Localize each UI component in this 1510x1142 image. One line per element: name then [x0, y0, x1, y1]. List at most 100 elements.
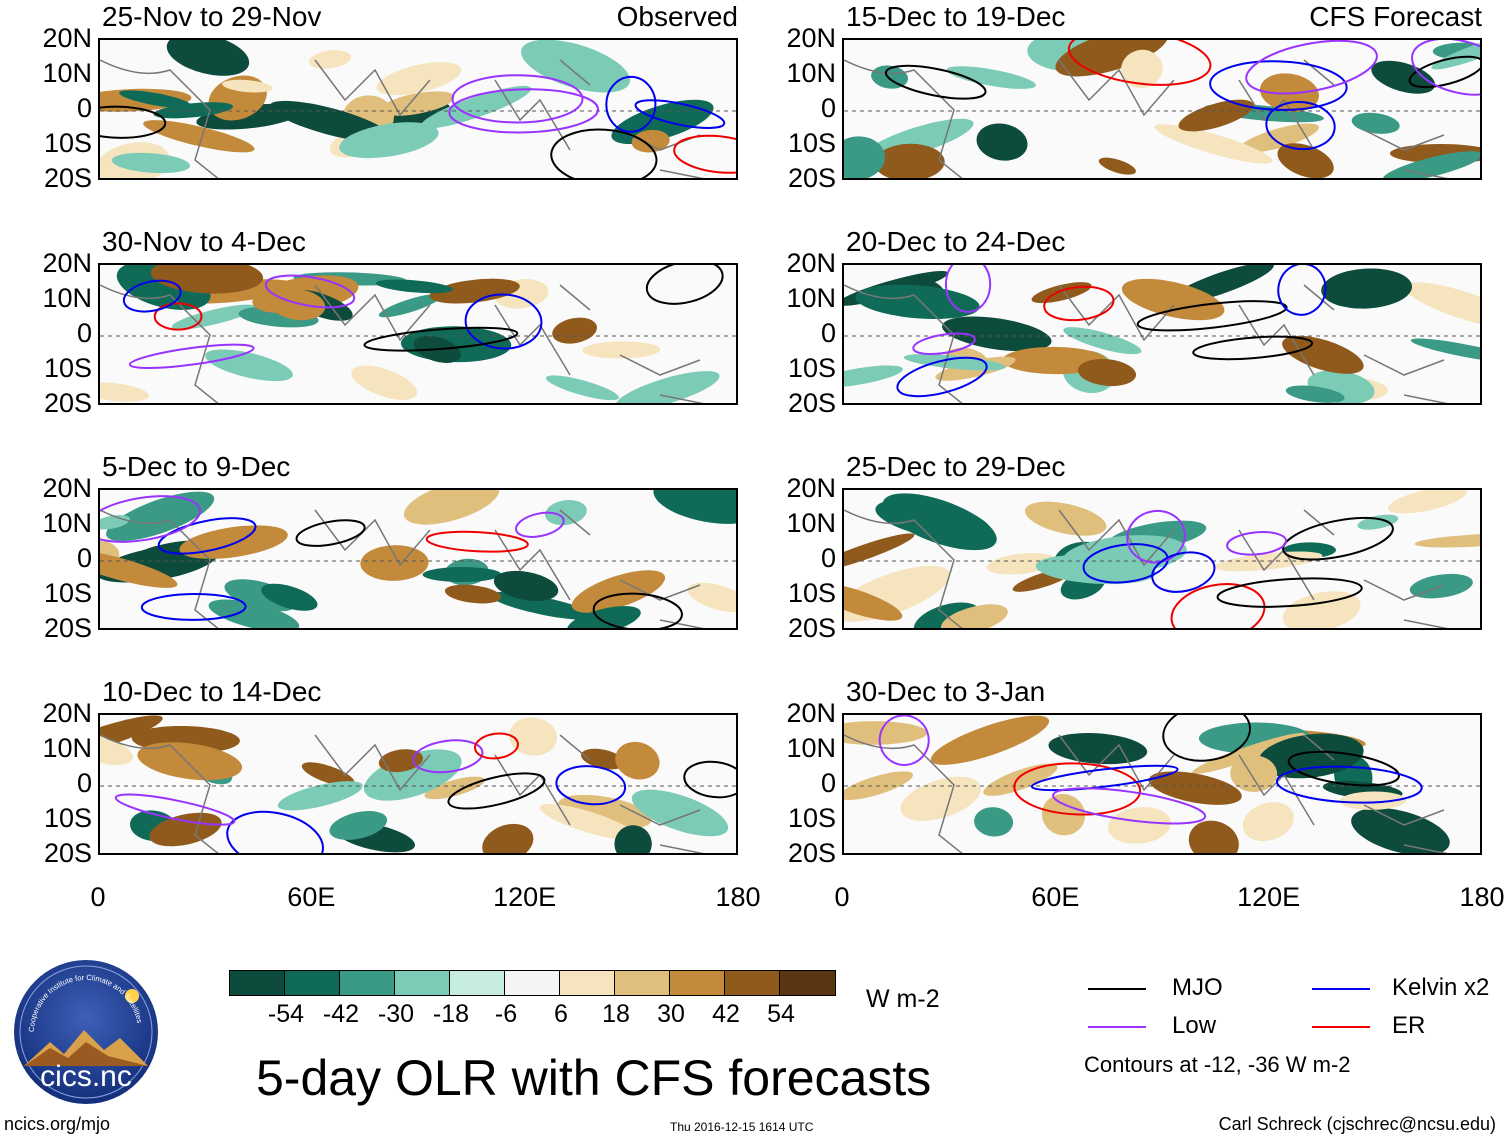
wave-contour	[140, 592, 247, 621]
olr-anomaly-blob	[552, 317, 598, 344]
olr-anomaly-blob	[509, 717, 558, 756]
olr-anomaly-blob	[166, 40, 250, 76]
panel-title: 5-Dec to 9-Dec	[102, 451, 291, 482]
lat-tick-label: 10S	[787, 353, 836, 383]
olr-anomaly-blob	[874, 143, 945, 178]
olr-anomaly-blob	[351, 365, 418, 400]
olr-anomaly-blob	[376, 62, 462, 96]
olr-anomaly-blob	[1351, 807, 1450, 853]
olr-anomaly-blob	[1404, 282, 1480, 329]
wave-contour	[1275, 765, 1423, 804]
wave-contour	[878, 715, 930, 766]
colorbar-swatch	[560, 971, 615, 995]
coastline	[100, 734, 704, 853]
olr-anomaly-blob	[844, 365, 903, 388]
wave-contour	[295, 519, 366, 547]
olr-anomaly-blob	[429, 278, 520, 304]
wave-contour	[264, 274, 356, 309]
olr-anomaly-blob	[1078, 359, 1137, 387]
wave-contour	[1209, 60, 1348, 111]
olr-anomaly-blob	[137, 742, 243, 781]
olr-anomaly-blob	[1282, 335, 1364, 374]
olr-anomaly-blob	[378, 293, 442, 318]
wave-contour	[473, 732, 519, 760]
wave-contour	[634, 99, 726, 130]
lat-tick-label: 0	[820, 768, 836, 798]
legend-label-kelvin: Kelvin x2	[1392, 974, 1490, 1001]
wave-contour	[1067, 40, 1212, 86]
wave-contour	[1136, 300, 1288, 332]
olr-anomaly-blob	[983, 763, 1058, 796]
olr-anomaly-blob	[1277, 143, 1334, 178]
coastline	[844, 284, 1448, 403]
olr-anomaly-blob	[1148, 771, 1242, 805]
lat-tick-label: 10S	[787, 803, 836, 833]
wave-contour	[100, 105, 167, 139]
wave-contour	[1411, 40, 1480, 96]
coastline	[100, 284, 704, 403]
olr-anomaly-blob	[1431, 40, 1480, 70]
lat-tick-label: 20S	[43, 388, 92, 418]
wave-contour	[550, 128, 658, 178]
olr-anomaly-blob	[482, 823, 534, 853]
olr-anomaly-blob	[903, 354, 1006, 371]
olr-anomaly-blob	[1031, 282, 1092, 304]
colorbar-label: 6	[554, 1000, 568, 1028]
coastline	[844, 734, 1448, 853]
lat-tick-label: 10N	[786, 733, 836, 763]
colorbar-label: -30	[377, 1000, 415, 1028]
olr-anomaly-blob	[444, 584, 502, 604]
olr-anomaly-blob	[261, 583, 318, 611]
wave-contour	[100, 495, 202, 543]
colorbar-swatch	[450, 971, 505, 995]
lat-tick-label: 20N	[42, 248, 92, 278]
map-panel-p3	[98, 488, 738, 630]
map-panel-p7	[842, 488, 1482, 630]
olr-anomaly-blob	[329, 811, 388, 840]
legend-line-mjo	[1088, 988, 1146, 990]
wave-contour	[515, 511, 565, 538]
olr-anomaly-blob	[1048, 733, 1148, 765]
legend-line-er	[1312, 1026, 1370, 1028]
lat-tick-label: 10S	[787, 578, 836, 608]
wave-contour	[1277, 265, 1327, 316]
lon-tick-label: 180	[1459, 882, 1505, 912]
olr-anomaly-blob	[1351, 112, 1400, 134]
wave-contour	[1030, 764, 1179, 792]
olr-anomaly-blob	[1382, 151, 1480, 178]
panel-title: 30-Nov to 4-Dec	[102, 226, 306, 257]
lon-tick-label: 120E	[493, 882, 557, 912]
olr-anomaly-blob	[1154, 124, 1273, 164]
olr-anomaly-blob	[1178, 99, 1254, 132]
legend-label-low: Low	[1172, 1012, 1217, 1039]
olr-anomaly-blob	[1387, 490, 1467, 514]
olr-anomaly-blob	[631, 789, 729, 837]
footer-timestamp: Thu 2016-12-15 1614 UTC	[670, 1120, 814, 1134]
coastline	[844, 509, 1448, 628]
lat-tick-label: 10S	[43, 353, 92, 383]
lon-tick-label: 60E	[287, 882, 336, 912]
map-panel-p4	[98, 713, 738, 855]
lon-tick-label: 0	[834, 882, 850, 912]
wave-contour	[896, 356, 988, 398]
footer-author: Carl Schreck (cjschrec@ncsu.edu)	[1218, 1114, 1496, 1134]
olr-anomaly-blob	[940, 604, 1008, 628]
panel-title: 20-Dec to 24-Dec	[846, 226, 1066, 257]
lat-tick-label: 20S	[787, 613, 836, 643]
olr-anomaly-blob	[545, 375, 620, 401]
olr-anomaly-blob	[222, 79, 273, 93]
lat-tick-label: 20N	[42, 698, 92, 728]
olr-anomaly-blob	[171, 304, 257, 330]
lat-tick-label: 20N	[786, 23, 836, 53]
panel-title: 10-Dec to 14-Dec	[102, 676, 322, 707]
olr-anomaly-blob	[360, 545, 429, 581]
lat-tick-label: 20N	[42, 473, 92, 503]
map-panel-p8	[842, 713, 1482, 855]
colorbar-swatch	[285, 971, 340, 995]
wave-contour	[645, 265, 724, 305]
lat-tick-label: 20S	[43, 613, 92, 643]
lat-tick-label: 10S	[43, 803, 92, 833]
panel-title: 25-Nov to 29-Nov	[102, 1, 322, 32]
panel-title: 15-Dec to 19-Dec	[846, 1, 1066, 32]
olr-anomaly-blob	[1339, 791, 1407, 810]
